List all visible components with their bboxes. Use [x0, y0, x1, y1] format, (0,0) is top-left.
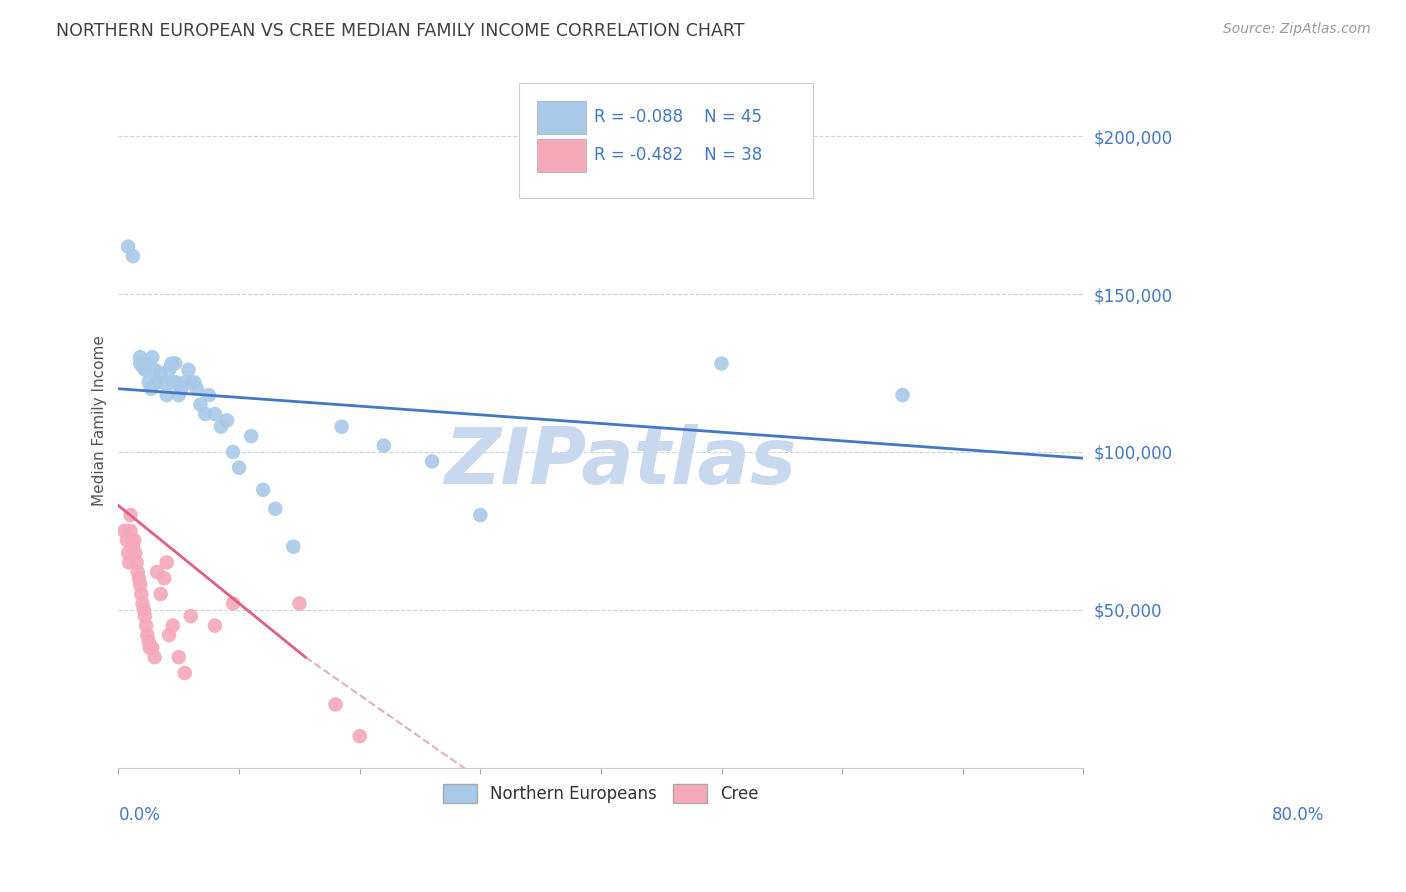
- Point: [157, 363, 180, 377]
- Point: [264, 501, 287, 516]
- Point: [115, 533, 138, 548]
- Point: [373, 439, 395, 453]
- Point: [204, 618, 226, 632]
- Point: [128, 571, 150, 585]
- Point: [165, 376, 187, 390]
- Point: [173, 665, 195, 680]
- Point: [186, 382, 208, 396]
- Point: [252, 483, 274, 497]
- Point: [215, 413, 238, 427]
- Text: R = -0.482    N = 38: R = -0.482 N = 38: [595, 146, 762, 164]
- Point: [118, 556, 141, 570]
- Point: [125, 556, 148, 570]
- Point: [157, 628, 180, 642]
- Point: [330, 419, 353, 434]
- Text: 80.0%: 80.0%: [1272, 805, 1324, 824]
- Point: [228, 460, 250, 475]
- Legend: Northern Europeans, Cree: Northern Europeans, Cree: [434, 775, 766, 812]
- Point: [135, 357, 157, 371]
- Point: [127, 565, 149, 579]
- Point: [134, 363, 156, 377]
- Point: [143, 363, 166, 377]
- Point: [120, 524, 142, 538]
- Point: [141, 640, 163, 655]
- Point: [288, 597, 311, 611]
- Point: [162, 618, 184, 632]
- Point: [122, 533, 145, 548]
- Point: [470, 508, 492, 522]
- Point: [129, 350, 152, 364]
- Text: R = -0.088    N = 45: R = -0.088 N = 45: [595, 108, 762, 126]
- Point: [173, 376, 195, 390]
- Point: [120, 508, 142, 522]
- Point: [204, 407, 226, 421]
- Point: [149, 366, 172, 380]
- Point: [146, 565, 169, 579]
- Point: [131, 359, 153, 374]
- Point: [138, 634, 160, 648]
- FancyBboxPatch shape: [519, 83, 813, 198]
- Point: [222, 597, 245, 611]
- Point: [420, 454, 443, 468]
- Point: [143, 650, 166, 665]
- Point: [153, 376, 176, 390]
- Text: NORTHERN EUROPEAN VS CREE MEDIAN FAMILY INCOME CORRELATION CHART: NORTHERN EUROPEAN VS CREE MEDIAN FAMILY …: [56, 22, 745, 40]
- Text: 0.0%: 0.0%: [118, 805, 160, 824]
- Point: [177, 363, 200, 377]
- Point: [141, 350, 163, 364]
- Point: [180, 376, 202, 390]
- Point: [222, 445, 245, 459]
- Point: [190, 398, 212, 412]
- Point: [132, 603, 155, 617]
- Point: [114, 524, 136, 538]
- Point: [349, 729, 371, 743]
- Point: [165, 357, 187, 371]
- Point: [131, 587, 153, 601]
- Point: [139, 382, 162, 396]
- Point: [183, 376, 205, 390]
- Point: [891, 388, 914, 402]
- Point: [156, 556, 179, 570]
- Point: [117, 240, 139, 254]
- Point: [149, 587, 172, 601]
- Point: [146, 376, 169, 390]
- Point: [134, 609, 156, 624]
- Point: [170, 382, 193, 396]
- Point: [156, 388, 179, 402]
- Point: [167, 650, 190, 665]
- Point: [139, 640, 162, 655]
- Point: [153, 571, 176, 585]
- Point: [160, 357, 183, 371]
- Point: [135, 618, 157, 632]
- Point: [162, 376, 184, 390]
- Text: ZIPatlas: ZIPatlas: [444, 424, 796, 500]
- Point: [122, 249, 145, 263]
- Point: [325, 698, 347, 712]
- Point: [138, 376, 160, 390]
- Text: Source: ZipAtlas.com: Source: ZipAtlas.com: [1223, 22, 1371, 37]
- Point: [129, 577, 152, 591]
- FancyBboxPatch shape: [537, 139, 586, 172]
- Point: [117, 546, 139, 560]
- Point: [124, 546, 146, 560]
- Point: [180, 609, 202, 624]
- Point: [710, 357, 733, 371]
- Point: [194, 407, 217, 421]
- Point: [121, 533, 143, 548]
- Point: [240, 429, 263, 443]
- Point: [136, 628, 159, 642]
- Point: [283, 540, 305, 554]
- FancyBboxPatch shape: [537, 101, 586, 134]
- Point: [209, 419, 232, 434]
- Point: [198, 388, 221, 402]
- Y-axis label: Median Family Income: Median Family Income: [93, 334, 107, 506]
- Point: [122, 540, 145, 554]
- Point: [131, 597, 153, 611]
- Point: [129, 357, 152, 371]
- Point: [167, 388, 190, 402]
